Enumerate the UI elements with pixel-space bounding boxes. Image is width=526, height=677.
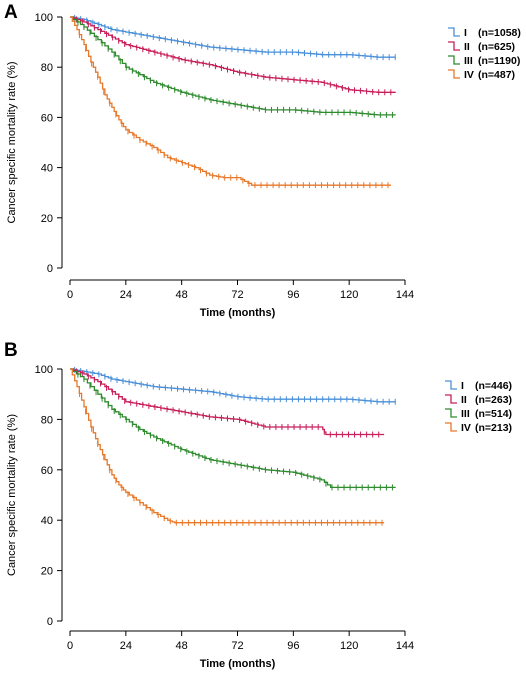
- legend-swatch-III: [448, 55, 460, 65]
- legend-swatch-IV: [445, 422, 457, 432]
- legend-swatch-I: [448, 27, 460, 37]
- censor-marks-I: [74, 14, 396, 61]
- legend-count-II: (n=263): [475, 394, 512, 406]
- legend-label-II: II: [464, 41, 470, 53]
- x-tick-label: 24: [120, 289, 132, 301]
- km-chart-b: 0 20 40 60 80 100 0 24 48 72 96 120 144 Time (months)…: [6, 364, 512, 670]
- chart-panel-b: B 0 20 40 60 80 100 0 24 48 72 96 120 144 Time (month…: [0, 338, 526, 677]
- x-tick-label: 72: [231, 289, 243, 301]
- x-tick-label: 24: [120, 640, 132, 652]
- censor-marks-IV: [79, 391, 383, 526]
- x-tick-label: 0: [67, 289, 73, 301]
- y-tick-label: 100: [35, 12, 53, 24]
- legend-count-II: (n=625): [478, 41, 515, 53]
- x-tick-label: 96: [287, 640, 299, 652]
- x-tick-label: 72: [231, 640, 243, 652]
- legend-swatch-II: [448, 41, 460, 51]
- legend-count-IV: (n=487): [478, 69, 515, 81]
- legend-count-III: (n=1190): [478, 55, 520, 67]
- legend-swatch-III: [445, 408, 457, 418]
- x-axis-title: Time (months): [200, 307, 276, 319]
- x-tick-label: 48: [176, 640, 188, 652]
- x-tick-label: 96: [287, 289, 299, 301]
- chart-panel-a: A 0 20 40 60 80 100 0 24 48 72 96 120 144 Time (month…: [0, 0, 526, 338]
- y-axis-title: Cancer specific mortality rate (%): [6, 62, 18, 224]
- y-tick-label: 0: [47, 263, 53, 275]
- km-chart-a: 0 20 40 60 80 100 0 24 48 72 96 120 144 Time (months)…: [6, 12, 521, 319]
- y-tick-label: 100: [35, 364, 53, 376]
- y-axis-title: Cancer specific mortality rate (%): [6, 414, 18, 576]
- legend-label-IV: IV: [461, 422, 471, 434]
- y-tick-label: 80: [41, 414, 53, 426]
- legend-swatch-IV: [448, 69, 460, 79]
- legend-label-I: I: [461, 380, 464, 392]
- panel-label: B: [4, 340, 18, 361]
- y-tick-label: 20: [41, 566, 53, 578]
- legend-swatch-II: [445, 394, 457, 404]
- legend-count-I: (n=446): [475, 380, 512, 392]
- legend-swatch-I: [445, 380, 457, 390]
- censor-marks-II: [75, 368, 380, 438]
- panel-label: A: [4, 2, 18, 23]
- survival-curve-IV: [70, 368, 385, 524]
- legend-label-III: III: [461, 408, 470, 420]
- legend-label-IV: IV: [464, 69, 474, 81]
- y-tick-label: 40: [41, 163, 53, 175]
- x-axis-title: Time (months): [200, 658, 276, 670]
- legend-count-IV: (n=213): [475, 422, 512, 434]
- survival-curve-II: [70, 368, 385, 436]
- legend-label-I: I: [464, 27, 467, 39]
- legend-count-I: (n=1058): [478, 27, 521, 39]
- x-tick-label: 120: [340, 640, 358, 652]
- censor-marks-III: [77, 371, 393, 491]
- survival-curve-III: [70, 368, 396, 489]
- legend-label-III: III: [464, 55, 473, 67]
- x-tick-label: 144: [396, 640, 414, 652]
- y-tick-label: 40: [41, 515, 53, 527]
- y-tick-label: 60: [41, 112, 53, 124]
- x-tick-label: 0: [67, 640, 73, 652]
- legend-count-III: (n=514): [475, 408, 512, 420]
- censor-marks-IV: [79, 32, 389, 189]
- y-tick-label: 60: [41, 465, 53, 477]
- y-tick-label: 80: [41, 62, 53, 74]
- censor-marks-II: [75, 16, 392, 96]
- survival-curve-II: [70, 16, 396, 93]
- x-tick-label: 120: [340, 289, 358, 301]
- y-tick-label: 20: [41, 213, 53, 225]
- survival-curve-I: [70, 16, 396, 58]
- x-tick-label: 48: [176, 289, 188, 301]
- y-tick-label: 0: [47, 616, 53, 628]
- censor-marks-III: [77, 19, 393, 118]
- x-tick-label: 144: [396, 289, 414, 301]
- legend-label-II: II: [461, 394, 467, 406]
- survival-curve-III: [70, 16, 396, 116]
